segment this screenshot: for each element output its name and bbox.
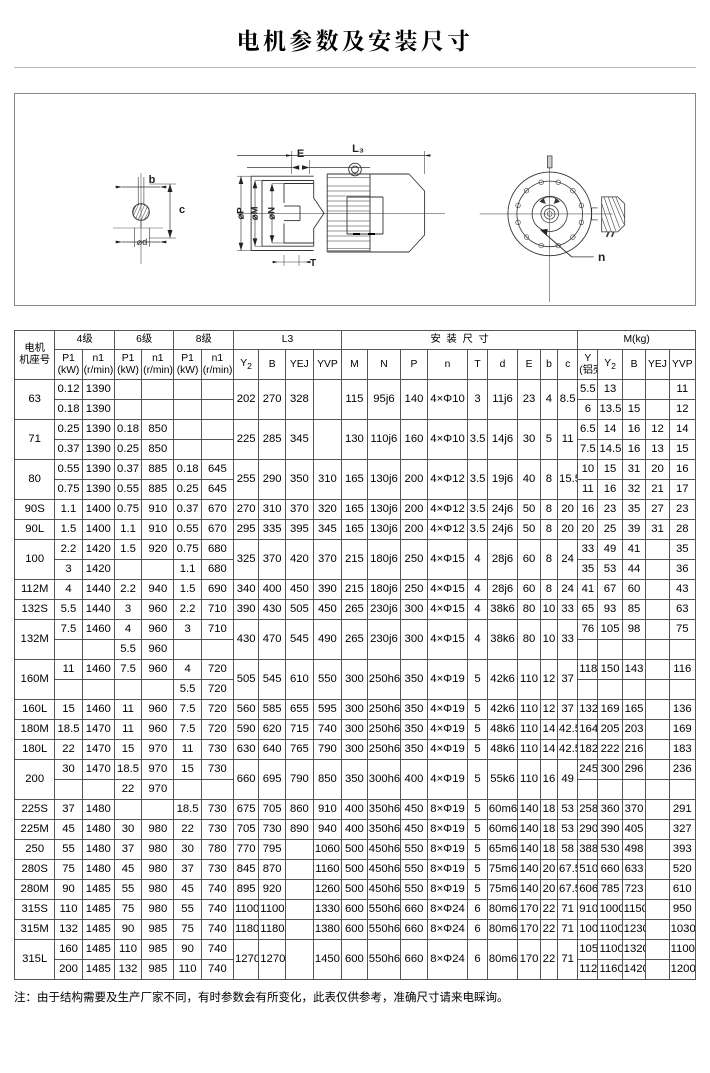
svg-text:n: n xyxy=(598,250,605,264)
svg-text:⌀P: ⌀P xyxy=(236,207,247,220)
svg-text:E: E xyxy=(297,148,304,160)
svg-text:T: T xyxy=(310,258,316,269)
svg-text:L₃: L₃ xyxy=(352,143,364,155)
svg-text:⌀N: ⌀N xyxy=(267,207,278,220)
svg-text:⌀M: ⌀M xyxy=(250,206,261,220)
svg-text:c: c xyxy=(179,204,185,216)
svg-text:⌀d: ⌀d xyxy=(137,237,147,247)
